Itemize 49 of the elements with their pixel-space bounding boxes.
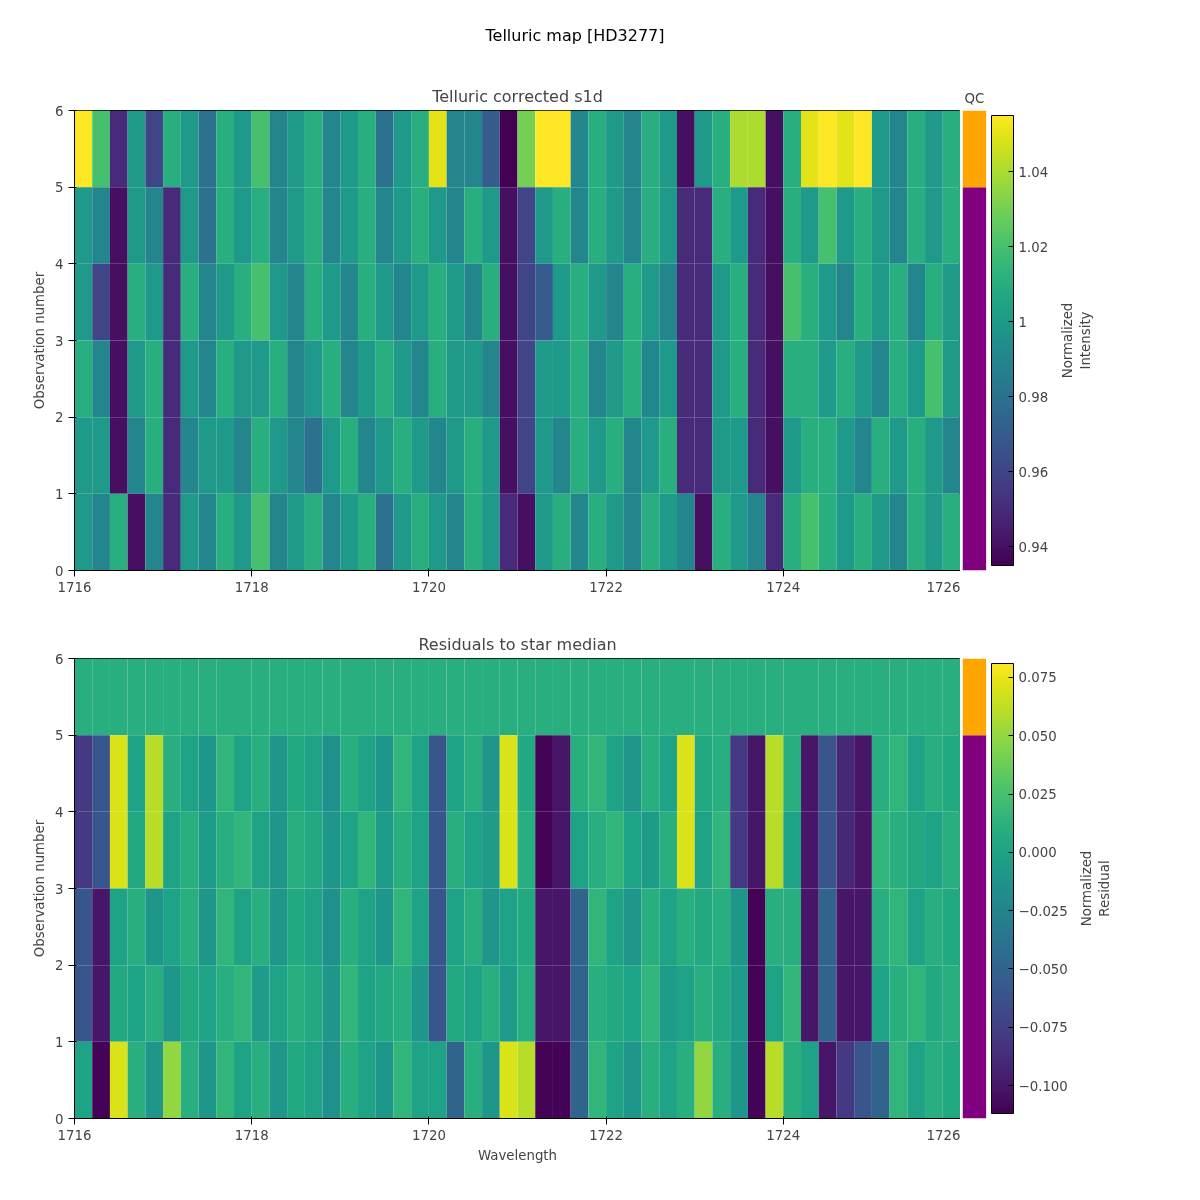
color-bar-label: 1 bbox=[1018, 314, 1027, 330]
color-bar-label: 0.025 bbox=[1018, 787, 1057, 803]
y-tick-label: 2 bbox=[55, 958, 64, 974]
color-bar-label: −0.050 bbox=[1018, 961, 1068, 977]
x-tick-label: 1726 bbox=[926, 1127, 961, 1143]
x-tick-label: 1716 bbox=[57, 579, 92, 595]
x-axis-title: Wavelength bbox=[477, 1147, 558, 1163]
color-bar-label: 0.075 bbox=[1018, 670, 1057, 686]
y-tick-label: 3 bbox=[55, 333, 64, 349]
color-bar-label: 0.050 bbox=[1018, 728, 1057, 744]
x-tick-label: 1724 bbox=[766, 1127, 801, 1143]
chart-title: Residuals to star median bbox=[418, 634, 617, 654]
y-tick-label: 3 bbox=[55, 881, 64, 897]
x-tick-label: 1722 bbox=[589, 579, 624, 595]
y-tick-label: 0 bbox=[55, 1111, 64, 1127]
color-bar-label: 0.98 bbox=[1018, 389, 1049, 405]
color-bar-label: −0.025 bbox=[1018, 903, 1068, 919]
x-tick-label: 1720 bbox=[411, 579, 446, 595]
color-bar-label: 0.96 bbox=[1018, 464, 1049, 480]
x-tick-label: 1722 bbox=[589, 1127, 624, 1143]
y-tick-label: 5 bbox=[55, 728, 64, 744]
color-bar-title: Normalized Intensity bbox=[1059, 302, 1093, 379]
color-bar-label: −0.100 bbox=[1018, 1078, 1068, 1094]
y-tick-label: 5 bbox=[55, 180, 64, 196]
color-bar-label: 0.94 bbox=[1018, 539, 1049, 555]
y-tick-label: 2 bbox=[55, 410, 64, 426]
x-tick-label: 1720 bbox=[411, 1127, 446, 1143]
color-bar-label: −0.075 bbox=[1018, 1020, 1068, 1036]
chart-title: QC bbox=[964, 90, 985, 106]
color-bar-label: 1.02 bbox=[1018, 239, 1049, 255]
chart-title: Telluric corrected s1d bbox=[431, 86, 603, 106]
y-tick-label: 4 bbox=[55, 256, 64, 272]
y-tick-label: 6 bbox=[55, 651, 64, 667]
color-bar-label: 0.000 bbox=[1018, 845, 1057, 861]
color-bar-label: 1.04 bbox=[1018, 164, 1049, 180]
x-tick-label: 1716 bbox=[57, 1127, 92, 1143]
y-tick-label: 4 bbox=[55, 804, 64, 820]
color-bar-title: Normalized Residual bbox=[1078, 850, 1112, 927]
x-tick-label: 1718 bbox=[234, 579, 269, 595]
y-axis-title: Observation number bbox=[32, 271, 48, 410]
y-tick-label: 1 bbox=[55, 486, 64, 502]
x-tick-label: 1718 bbox=[234, 1127, 269, 1143]
y-tick-label: 0 bbox=[55, 563, 64, 579]
x-tick-label: 1726 bbox=[926, 579, 961, 595]
y-tick-label: 6 bbox=[55, 103, 64, 119]
y-tick-label: 1 bbox=[55, 1034, 64, 1050]
y-axis-title: Observation number bbox=[32, 819, 48, 958]
text: Telluric map [HD3277] bbox=[485, 25, 665, 47]
x-tick-label: 1724 bbox=[766, 579, 801, 595]
